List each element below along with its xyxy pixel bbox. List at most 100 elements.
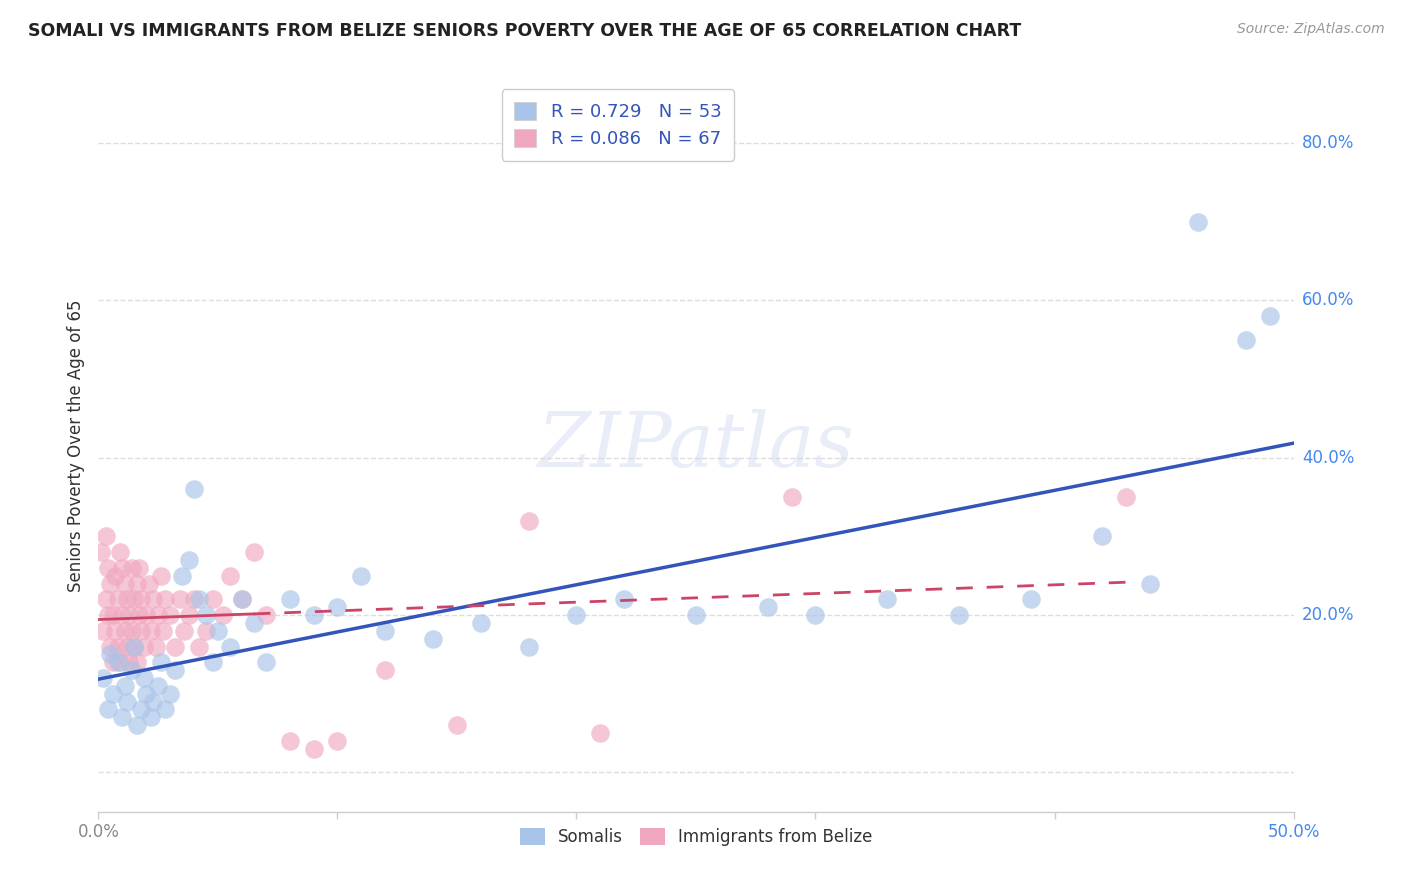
Point (107, 592, 129, 607)
Point (326, 734, 349, 748)
Point (101, 608, 124, 623)
Point (97, 702, 120, 716)
Point (172, 568, 194, 582)
Point (254, 655, 277, 669)
Point (804, 608, 827, 623)
Point (115, 640, 138, 654)
Point (243, 615, 266, 630)
Point (173, 624, 195, 638)
Point (202, 592, 225, 607)
Point (207, 624, 229, 638)
Point (131, 624, 153, 638)
Point (104, 568, 127, 582)
Legend: Somalis, Immigrants from Belize: Somalis, Immigrants from Belize (512, 820, 880, 855)
Point (98, 648, 122, 662)
Point (183, 592, 205, 607)
Point (111, 561, 134, 575)
Point (115, 592, 138, 607)
Point (446, 718, 468, 732)
Point (243, 545, 266, 559)
Text: 0.0%: 0.0% (77, 822, 120, 841)
Point (128, 608, 150, 623)
Point (121, 624, 143, 638)
Point (91, 624, 114, 638)
Point (152, 624, 174, 638)
Point (142, 695, 165, 709)
Point (104, 624, 127, 638)
Point (1258, 310, 1281, 324)
Text: ZIPatlas: ZIPatlas (537, 409, 855, 483)
Point (374, 663, 396, 677)
Point (94, 529, 117, 543)
Point (195, 624, 218, 638)
Point (1234, 333, 1257, 347)
Point (139, 624, 162, 638)
Point (124, 592, 146, 607)
Point (517, 640, 540, 654)
Point (148, 679, 170, 693)
Point (326, 600, 349, 615)
Point (163, 663, 186, 677)
Point (231, 592, 253, 607)
Text: 60.0%: 60.0% (1302, 292, 1354, 310)
Point (1091, 529, 1114, 543)
Point (155, 592, 177, 607)
Text: 50.0%: 50.0% (1267, 822, 1320, 841)
Point (219, 640, 242, 654)
Point (121, 663, 143, 677)
Point (97, 561, 120, 575)
Point (1139, 576, 1161, 591)
Point (98, 576, 122, 591)
Point (132, 671, 155, 685)
Point (124, 640, 146, 654)
Point (422, 632, 444, 646)
Point (589, 726, 612, 740)
Point (142, 592, 165, 607)
Point (107, 640, 129, 654)
Point (302, 608, 325, 623)
Point (101, 655, 124, 669)
Point (90, 545, 112, 559)
Point (159, 687, 181, 701)
Point (114, 679, 136, 693)
Point (187, 592, 209, 607)
Point (98, 640, 122, 654)
Point (187, 640, 209, 654)
Point (756, 600, 779, 615)
Point (278, 734, 301, 748)
Point (179, 553, 201, 567)
Point (125, 655, 148, 669)
Point (111, 710, 134, 724)
Point (231, 592, 253, 607)
Point (118, 608, 141, 623)
Point (202, 655, 225, 669)
Point (780, 490, 803, 504)
Point (94, 592, 117, 607)
Point (111, 608, 134, 623)
Point (124, 640, 146, 654)
Point (470, 615, 492, 630)
Point (149, 655, 172, 669)
Point (91, 671, 114, 685)
Point (350, 568, 373, 582)
Point (128, 561, 150, 575)
Point (1115, 490, 1137, 504)
Point (1019, 592, 1042, 607)
Point (121, 561, 143, 575)
Point (101, 687, 124, 701)
Point (565, 608, 588, 623)
Point (254, 608, 277, 623)
Y-axis label: Seniors Poverty Over the Age of 65: Seniors Poverty Over the Age of 65 (66, 300, 84, 592)
Point (131, 702, 153, 716)
Point (195, 608, 218, 623)
Point (948, 608, 970, 623)
Point (159, 608, 181, 623)
Point (131, 592, 153, 607)
Point (183, 482, 205, 496)
Point (114, 624, 136, 638)
Point (139, 710, 162, 724)
Point (685, 608, 707, 623)
Point (108, 545, 131, 559)
Point (125, 576, 148, 591)
Point (107, 655, 129, 669)
